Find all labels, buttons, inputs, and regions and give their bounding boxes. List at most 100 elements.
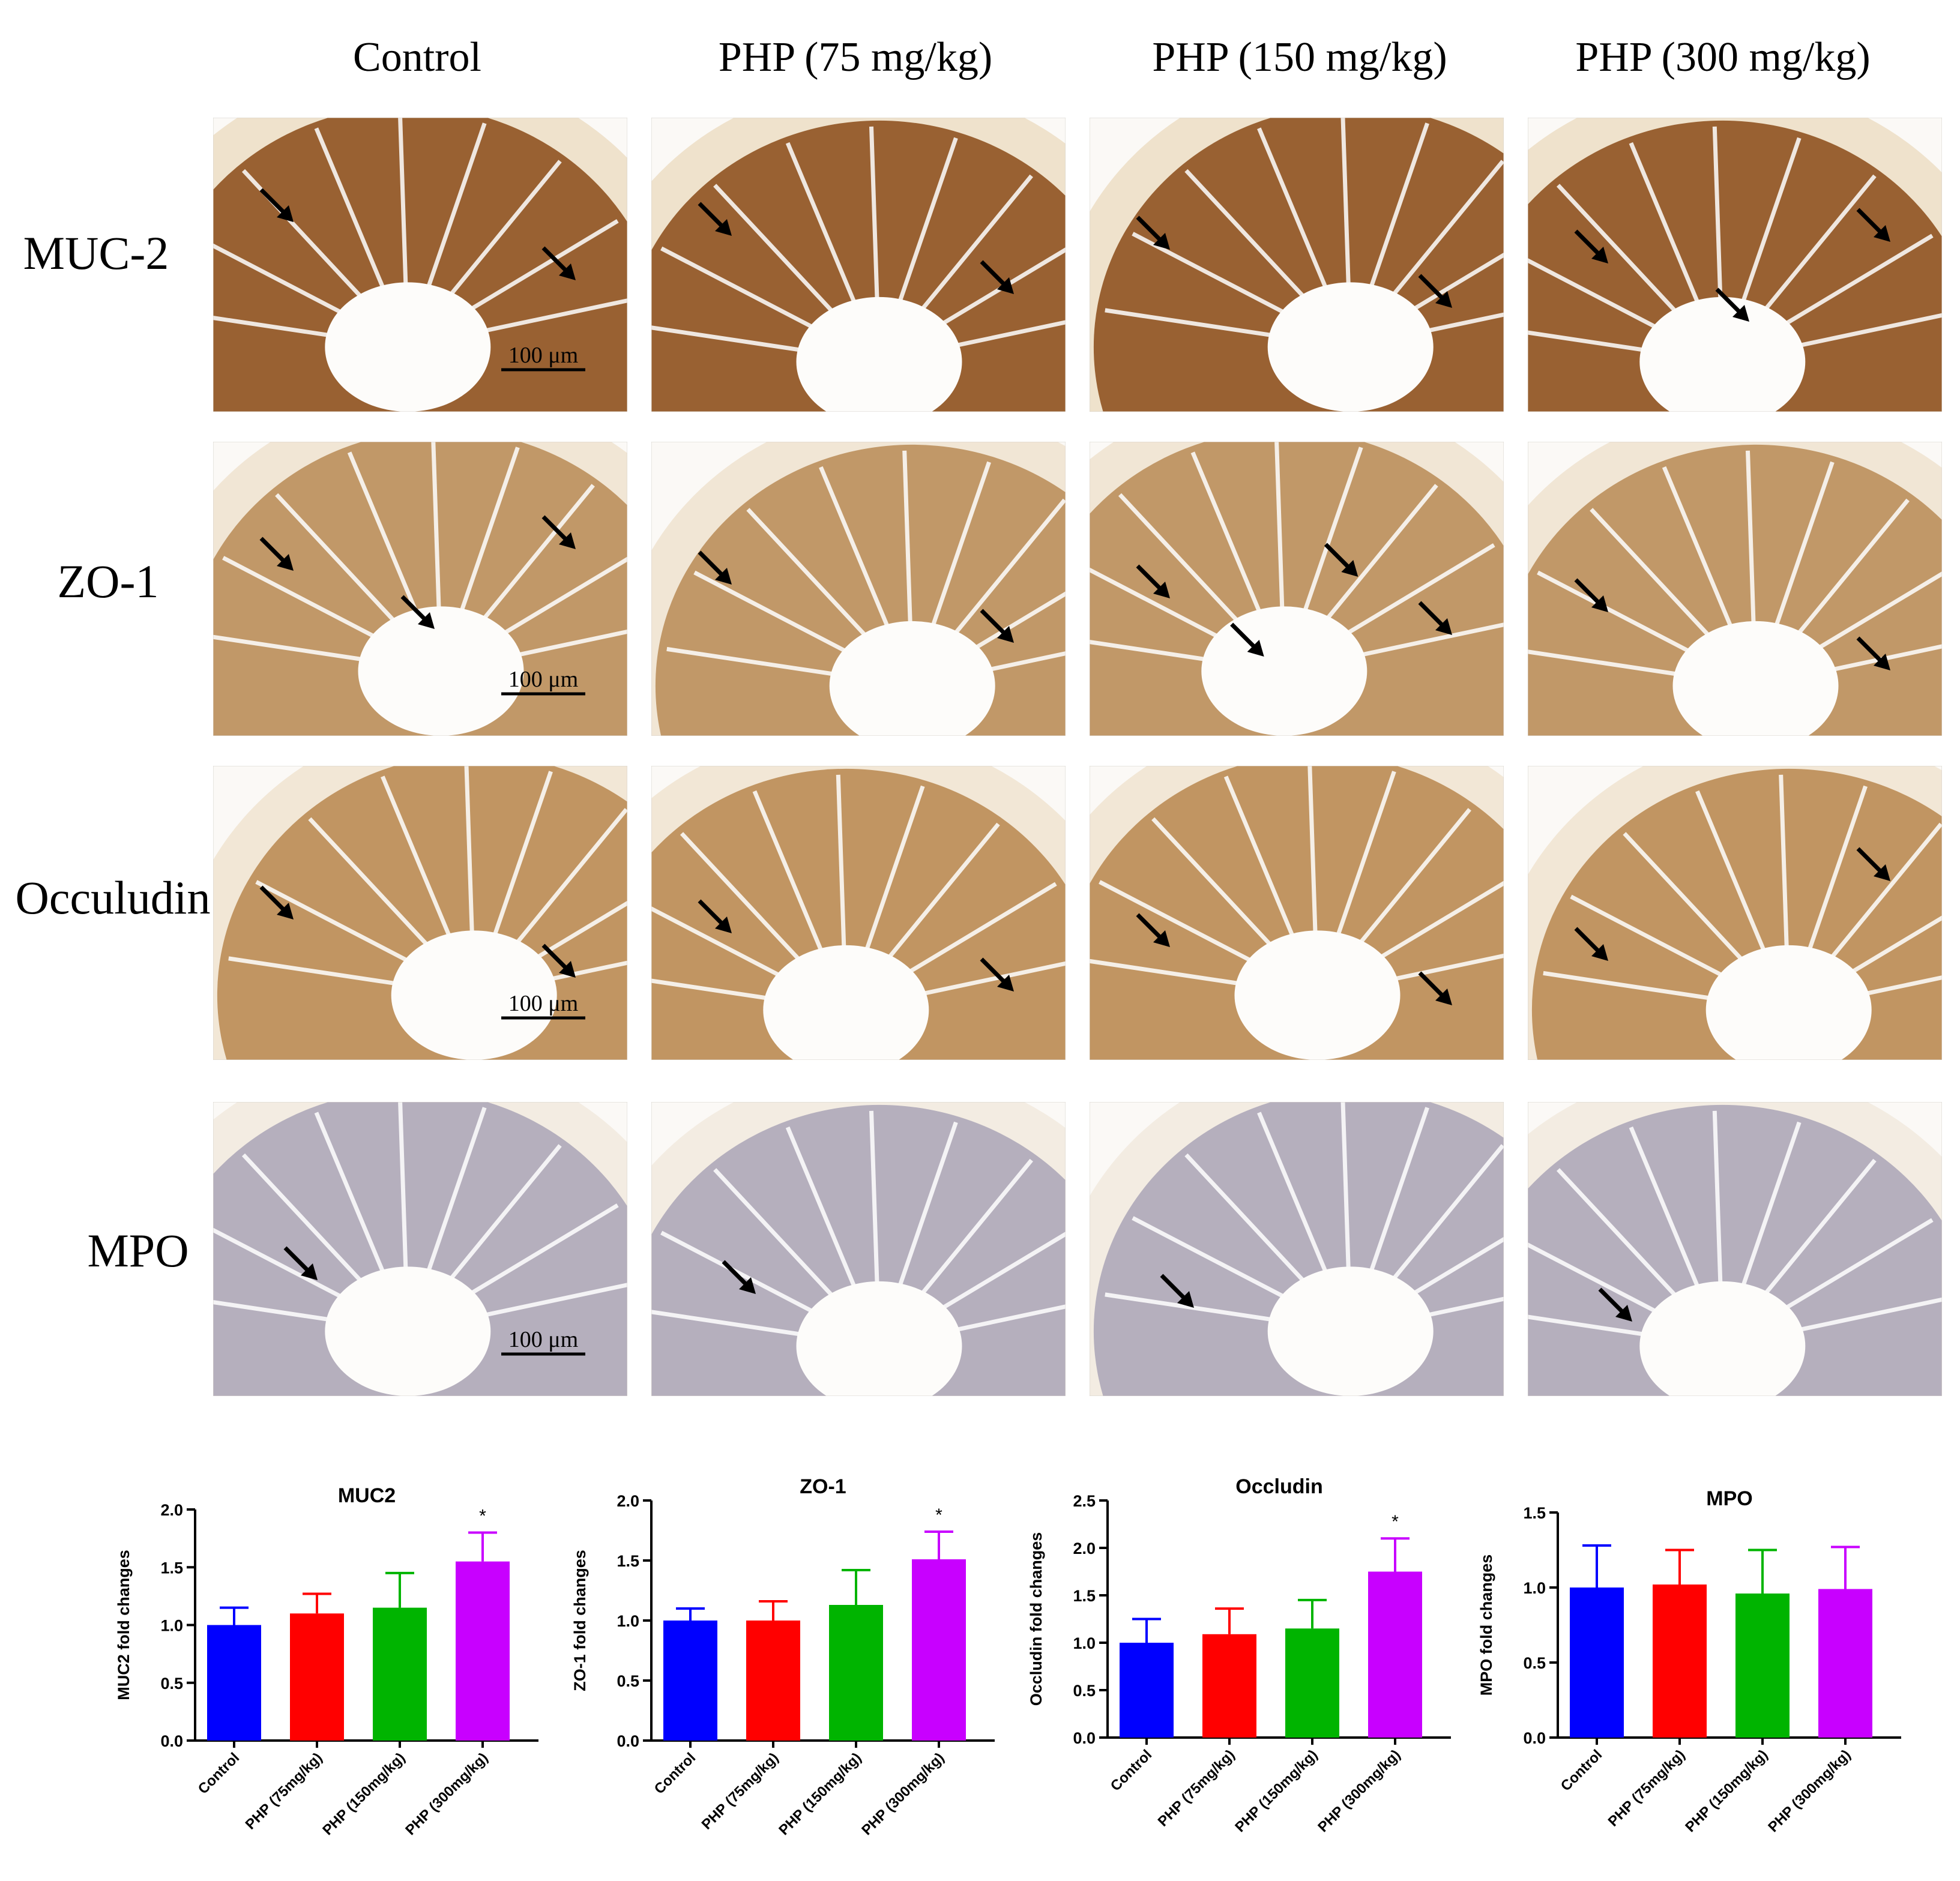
bar xyxy=(1285,1628,1339,1738)
scale-bar-label: 100 μm xyxy=(508,667,578,692)
x-tick-label: PHP (150mg/kg) xyxy=(319,1750,408,1838)
marker-arrow xyxy=(259,885,294,919)
marker-arrow xyxy=(980,609,1014,643)
lumen xyxy=(1234,930,1401,1060)
marker-arrow xyxy=(1324,543,1358,577)
column-header-control: Control xyxy=(353,34,481,80)
bar xyxy=(1570,1588,1624,1738)
significance-marker: * xyxy=(935,1505,942,1525)
y-tick-label: 2.0 xyxy=(617,1492,639,1510)
marker-arrow xyxy=(541,944,576,978)
x-tick-label: PHP (75mg/kg) xyxy=(1605,1747,1689,1830)
chart-muc2: MUC2 MUC2 fold changes 0.0 0.5 1.0 1.5 2.0 Cont… xyxy=(115,1484,538,1838)
bar xyxy=(290,1613,344,1741)
y-axis-label: MUC2 fold changes xyxy=(115,1550,133,1700)
x-tick-label: PHP (75mg/kg) xyxy=(699,1750,782,1833)
lumen xyxy=(763,945,929,1060)
y-tick-label: 0.5 xyxy=(1523,1654,1546,1672)
y-tick-label: 1.5 xyxy=(1523,1504,1546,1522)
y-tick-label: 1.5 xyxy=(1073,1587,1096,1605)
stained-mucosa xyxy=(651,1105,1066,1396)
chart-title: MUC2 xyxy=(338,1484,396,1507)
chart-title: MPO xyxy=(1706,1487,1752,1510)
y-tick-label: 2.0 xyxy=(1073,1539,1096,1557)
marker-arrow xyxy=(541,515,576,549)
marker-arrow xyxy=(980,957,1014,992)
stained-mucosa xyxy=(1528,445,1942,736)
x-tick-label: PHP (75mg/kg) xyxy=(1155,1747,1238,1830)
x-tick-label: PHP (150mg/kg) xyxy=(776,1750,864,1838)
row-label-zo1: ZO-1 xyxy=(58,555,159,607)
column-header-php-75: PHP (75 mg/kg) xyxy=(719,34,992,80)
x-tick-label: PHP (150mg/kg) xyxy=(1232,1747,1321,1835)
micrograph-occuludin-2 xyxy=(651,766,1066,1060)
y-tick-label: 0.5 xyxy=(160,1675,183,1693)
bar xyxy=(1120,1643,1174,1738)
bar xyxy=(829,1605,883,1741)
scale-bar-label: 100 μm xyxy=(508,991,578,1016)
bar-charts: MUC2 MUC2 fold changes 0.0 0.5 1.0 1.5 2.0 Cont… xyxy=(115,1475,1901,1838)
scale-bar-label: 100 μm xyxy=(508,1327,578,1352)
marker-arrow xyxy=(1856,847,1890,881)
lumen xyxy=(1201,606,1367,736)
x-tick-label: PHP (300mg/kg) xyxy=(1765,1747,1854,1835)
chart-title: ZO-1 xyxy=(800,1475,846,1498)
bar xyxy=(373,1607,427,1741)
micrograph-muc-2-3 xyxy=(1090,118,1504,412)
marker-arrow xyxy=(722,1260,756,1294)
micrograph-zo-1-2 xyxy=(651,442,1066,736)
marker-arrow xyxy=(400,595,435,629)
y-tick-label: 1.0 xyxy=(1073,1634,1096,1652)
lumen xyxy=(358,606,524,736)
marker-arrow xyxy=(698,550,732,585)
x-tick-label: PHP (150mg/kg) xyxy=(1682,1747,1771,1835)
y-axis-label: MPO fold changes xyxy=(1477,1554,1495,1696)
y-tick-label: 2.0 xyxy=(160,1501,183,1519)
y-tick-label: 0.0 xyxy=(1523,1729,1546,1747)
bar xyxy=(1735,1594,1790,1738)
lumen xyxy=(1267,1266,1434,1396)
marker-arrow xyxy=(1160,1274,1194,1308)
micrograph-mpo-2 xyxy=(651,1102,1066,1396)
bar xyxy=(1202,1634,1256,1738)
marker-arrow xyxy=(259,537,294,571)
row-label-mpo: MPO xyxy=(87,1224,188,1277)
bar xyxy=(1368,1571,1422,1738)
row-labels: MUC-2 ZO-1 Occuludin MPO xyxy=(16,227,211,1277)
y-tick-label: 2.5 xyxy=(1073,1492,1096,1510)
chart-title: Occludin xyxy=(1235,1475,1322,1498)
marker-arrow xyxy=(1598,1287,1632,1322)
marker-arrow xyxy=(541,246,576,280)
y-tick-label: 1.0 xyxy=(160,1617,183,1635)
scale-bar: 100 μm xyxy=(501,991,585,1020)
marker-arrow xyxy=(1856,636,1890,670)
x-tick-label: Control xyxy=(195,1750,243,1797)
lumen xyxy=(829,621,995,736)
micrograph-mpo-4 xyxy=(1528,1102,1942,1396)
bar xyxy=(663,1621,717,1741)
stained-mucosa xyxy=(213,442,627,736)
marker-arrow xyxy=(698,202,732,236)
marker-arrow xyxy=(1715,287,1749,322)
micrograph-zo-1-1 xyxy=(213,442,627,736)
micrograph-occuludin-3 xyxy=(1090,766,1504,1060)
stained-mucosa xyxy=(213,118,627,412)
marker-arrow xyxy=(1418,274,1452,308)
scale-bar: 100 μm xyxy=(501,667,585,696)
marker-arrow xyxy=(283,1246,318,1280)
micrograph-zo-1-4 xyxy=(1528,442,1942,736)
micrograph-occuludin-4 xyxy=(1528,766,1942,1060)
y-tick-label: 0.0 xyxy=(617,1732,639,1750)
micrograph-zo-1-3 xyxy=(1090,442,1504,736)
lumen xyxy=(325,282,491,412)
lumen xyxy=(796,1281,962,1396)
marker-arrow xyxy=(1574,927,1608,961)
scale-bar: 100 μm xyxy=(501,1327,585,1356)
significance-marker: * xyxy=(1392,1512,1399,1532)
y-tick-label: 0.5 xyxy=(1073,1682,1096,1700)
marker-arrow xyxy=(1418,601,1452,635)
y-tick-label: 0.0 xyxy=(160,1732,183,1750)
column-header-php-300: PHP (300 mg/kg) xyxy=(1575,34,1870,80)
y-tick-label: 1.5 xyxy=(617,1552,639,1570)
